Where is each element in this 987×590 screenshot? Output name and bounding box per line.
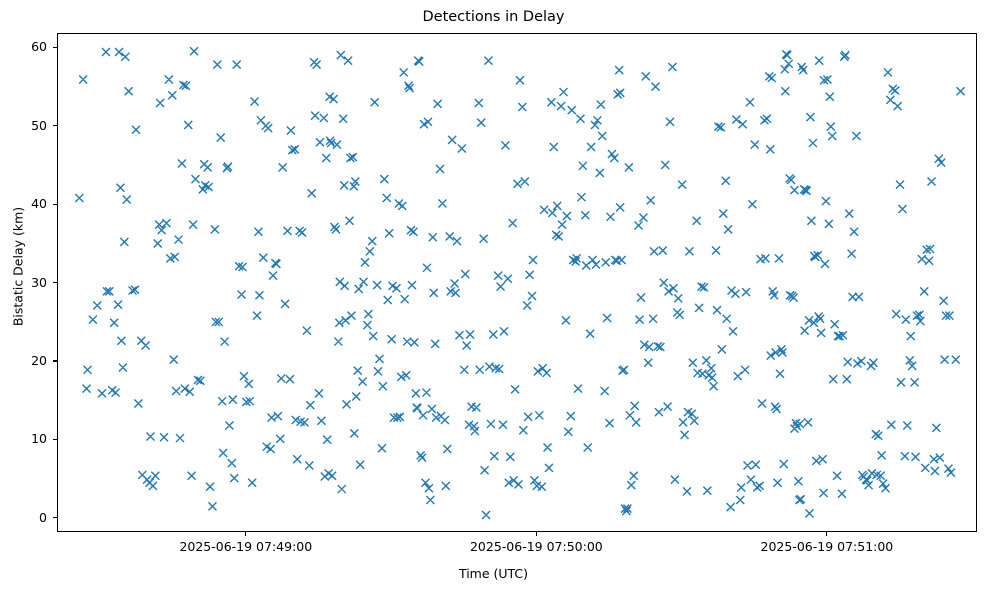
y-tick-mark [53, 282, 57, 284]
plot-axes [57, 33, 977, 532]
y-tick-label: 50 [31, 117, 47, 133]
y-axis-label: Bistatic Delay (km) [10, 206, 26, 327]
x-tick-mark [245, 532, 247, 536]
x-tick-mark [826, 532, 828, 536]
x-tick-label: 2025-06-19 07:51:00 [760, 539, 894, 554]
y-tick-label: 40 [31, 196, 47, 212]
y-tick-label: 0 [39, 509, 47, 525]
y-tick-mark [53, 125, 57, 127]
y-tick-label: 20 [31, 352, 47, 368]
x-tick-mark [535, 532, 537, 536]
scatter-marker-set [74, 46, 966, 520]
y-tick-mark [53, 360, 57, 362]
y-tick-label: 30 [31, 274, 47, 290]
x-tick-label: 2025-06-19 07:50:00 [469, 539, 603, 554]
x-tick-label: 2025-06-19 07:49:00 [179, 539, 313, 554]
y-tick-mark [53, 203, 57, 205]
y-tick-mark [53, 46, 57, 48]
x-axis-label: Time (UTC) [458, 566, 529, 581]
y-tick-mark [53, 438, 57, 440]
chart-title: Detections in Delay [422, 9, 565, 25]
scatter-points-layer [58, 34, 976, 531]
y-tick-mark [53, 517, 57, 519]
y-tick-label: 10 [31, 431, 47, 447]
y-tick-label: 60 [31, 39, 47, 55]
